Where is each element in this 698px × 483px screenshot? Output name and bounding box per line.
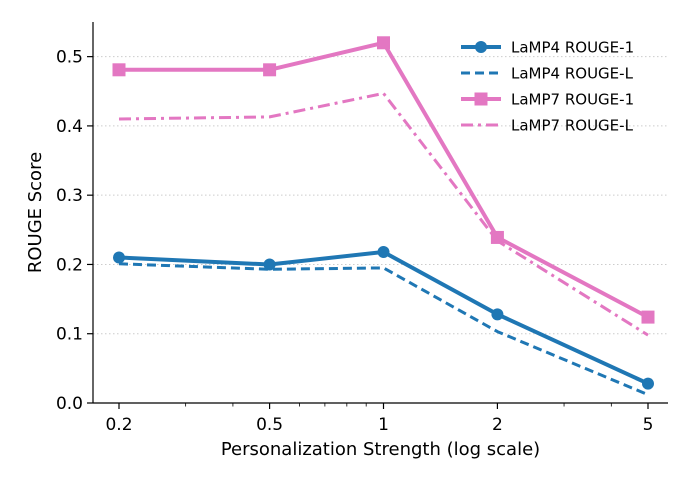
- x-tick-label: 0.2: [105, 415, 132, 435]
- series-line: [118, 91, 649, 337]
- series: [112, 36, 655, 397]
- legend-label: LaMP4 ROUGE-L: [511, 65, 634, 83]
- data-point: [490, 230, 504, 244]
- legend-item: LaMP7 ROUGE-1: [461, 91, 634, 109]
- data-point: [113, 251, 125, 264]
- y-tick-label: 0.5: [56, 48, 83, 68]
- axes: [87, 22, 668, 409]
- series-lamp7-rouge-1: [112, 36, 655, 324]
- series-lamp7-rouge-l: [118, 91, 649, 337]
- series-line: [118, 250, 649, 386]
- y-tick-label: 0.4: [56, 117, 83, 137]
- tick-labels: 0.0 0.1 0.2 0.3 0.4 0.5 0.2 0.5 1 2 5: [56, 48, 653, 435]
- data-point: [263, 63, 277, 77]
- legend-item: LaMP7 ROUGE-L: [461, 117, 634, 135]
- legend-label: LaMP7 ROUGE-L: [511, 117, 634, 135]
- data-point: [112, 63, 126, 77]
- legend-label: LaMP7 ROUGE-1: [511, 91, 634, 109]
- x-tick-label: 5: [643, 415, 654, 435]
- legend-item: LaMP4 ROUGE-1: [461, 39, 634, 57]
- x-tick-label: 2: [492, 415, 503, 435]
- data-point: [377, 36, 390, 50]
- series-lamp4-rouge-1: [113, 245, 654, 390]
- legend-item: LaMP4 ROUGE-L: [461, 65, 634, 83]
- series-line: [119, 40, 649, 319]
- data-point: [377, 245, 390, 258]
- legend: LaMP4 ROUGE-1 LaMP4 ROUGE-L LaMP7 ROUGE-1 L…: [461, 39, 634, 135]
- data-point: [263, 258, 276, 271]
- y-tick-label: 0.0: [56, 394, 83, 414]
- legend-label: LaMP4 ROUGE-1: [511, 39, 634, 57]
- data-point: [642, 377, 654, 390]
- x-axis-title: Personalization Strength (log scale): [221, 439, 540, 460]
- series-line: [118, 262, 649, 397]
- y-tick-label: 0.2: [56, 255, 83, 275]
- legend-marker: [475, 41, 487, 53]
- x-tick-label: 1: [378, 415, 389, 435]
- series-lamp4-rouge-l: [118, 262, 649, 397]
- y-tick-label: 0.1: [56, 325, 83, 345]
- x-tick-label: 0.5: [256, 415, 283, 435]
- data-point: [491, 308, 504, 321]
- data-point: [641, 310, 655, 324]
- legend-marker: [474, 92, 488, 106]
- y-axis-title: ROUGE Score: [25, 152, 46, 273]
- y-tick-label: 0.3: [56, 186, 83, 206]
